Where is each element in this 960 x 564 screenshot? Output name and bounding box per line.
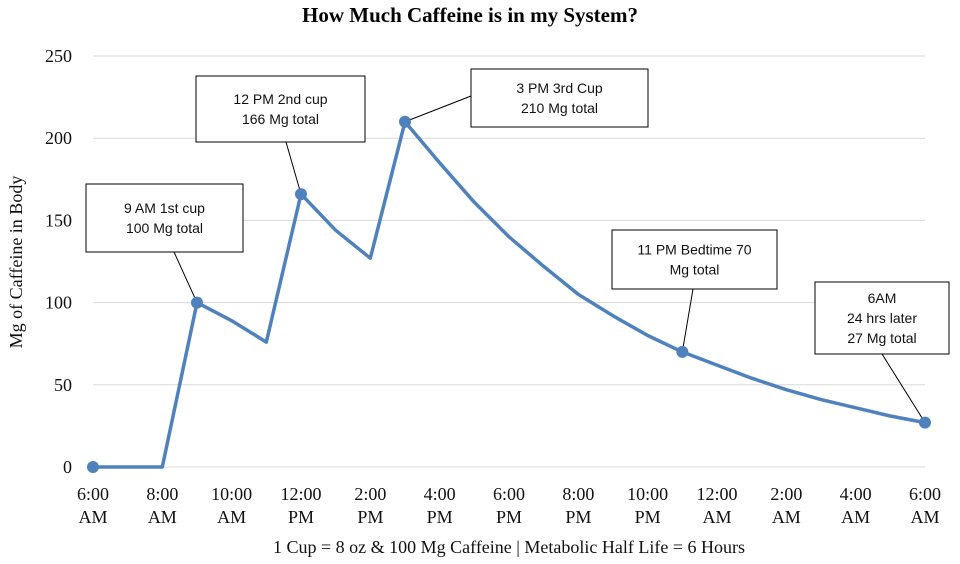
y-tick-label: 200 xyxy=(45,128,72,148)
annotation-text: 27 Mg total xyxy=(847,330,916,346)
x-tick-labels: 6:00 AM 8:00 AM 10:00 AM 12:00 PM 2:00 PM 4:00 PM 6:… xyxy=(77,484,941,527)
x-tick-label-line2: AM xyxy=(217,507,246,527)
annotation-leader-line xyxy=(404,95,472,123)
x-tick-label-line1: 6:00 xyxy=(909,484,941,504)
annotation-box-border xyxy=(195,75,366,143)
x-tick-label-line1: 6:00 xyxy=(493,484,525,504)
x-tick-label-line2: PM xyxy=(496,507,522,527)
annotation-text: 24 hrs later xyxy=(847,310,917,326)
annotation-box: 6AM 24 hrs later 27 Mg total xyxy=(814,281,950,355)
x-tick-label-line2: PM xyxy=(288,507,314,527)
annotation-box-border xyxy=(814,281,950,355)
annotation-text: 3 PM 3rd Cup xyxy=(516,80,603,96)
annotation-text: 9 AM 1st cup xyxy=(124,200,205,216)
x-tick-label-line2: PM xyxy=(565,507,591,527)
annotation-leaders xyxy=(173,95,926,423)
x-tick-label-line1: 2:00 xyxy=(354,484,386,504)
x-tick-label-line1: 4:00 xyxy=(424,484,456,504)
data-point-marker xyxy=(919,416,931,429)
annotation-leader-line xyxy=(881,353,926,423)
annotation-text: Mg total xyxy=(670,262,720,278)
annotation-leader-line xyxy=(173,251,198,303)
x-tick-label-line1: 10:00 xyxy=(627,484,668,504)
x-tick-label-line1: 6:00 xyxy=(77,484,109,504)
annotation-text: 11 PM Bedtime 70 xyxy=(637,242,751,258)
x-tick-label-line1: 12:00 xyxy=(696,484,737,504)
x-tick-label-line2: AM xyxy=(78,507,107,527)
data-point-marker xyxy=(676,345,689,358)
x-axis-label: 1 Cup = 8 oz & 100 Mg Caffeine | Metabol… xyxy=(273,537,745,557)
annotation-text: 100 Mg total xyxy=(126,220,203,236)
annotation-box-border xyxy=(470,68,649,128)
data-point-marker xyxy=(399,115,411,128)
y-tick-label: 50 xyxy=(54,375,72,395)
annotation-leader-line xyxy=(681,288,694,353)
annotation-text: 166 Mg total xyxy=(242,111,319,127)
data-point-marker xyxy=(87,461,99,473)
y-tick-label: 100 xyxy=(45,293,72,313)
x-tick-label-line1: 2:00 xyxy=(770,484,802,504)
x-tick-label-line1: 4:00 xyxy=(840,484,872,504)
data-point-marker xyxy=(191,296,203,309)
x-tick-label-line2: AM xyxy=(772,507,801,527)
annotation-boxes: 9 AM 1st cup 100 Mg total 12 PM 2nd cup 166… xyxy=(85,68,950,355)
x-tick-label-line2: AM xyxy=(910,507,939,527)
series-layer xyxy=(91,120,927,469)
x-tick-label-line1: 12:00 xyxy=(280,484,321,504)
annotation-box: 12 PM 2nd cup 166 Mg total xyxy=(195,75,366,143)
annotation-box: 9 AM 1st cup 100 Mg total xyxy=(85,183,244,253)
data-markers xyxy=(87,115,931,473)
annotation-box: 11 PM Bedtime 70 Mg total xyxy=(611,229,778,290)
annotation-text: 6AM xyxy=(868,290,897,306)
series-line-caffeine xyxy=(91,120,927,469)
y-axis-label: Mg of Caffeine in Body xyxy=(6,176,26,349)
y-tick-labels: 0 50 100 150 200 250 xyxy=(45,46,72,477)
x-tick-label-line2: AM xyxy=(148,507,177,527)
annotation-box: 3 PM 3rd Cup 210 Mg total xyxy=(470,68,649,128)
x-tick-label-line1: 10:00 xyxy=(211,484,252,504)
x-tick-label-line2: AM xyxy=(841,507,870,527)
x-tick-label-line1: 8:00 xyxy=(562,484,594,504)
annotation-text: 210 Mg total xyxy=(521,100,598,116)
annotation-leader-line xyxy=(285,141,302,195)
x-tick-label-line2: AM xyxy=(702,507,731,527)
x-tick-label-line2: PM xyxy=(635,507,661,527)
annotation-text: 12 PM 2nd cup xyxy=(233,91,327,107)
y-tick-label: 250 xyxy=(45,46,72,66)
data-point-marker xyxy=(295,188,307,201)
x-tick-label-line2: PM xyxy=(357,507,383,527)
annotation-box-border xyxy=(611,229,778,290)
y-tick-label: 150 xyxy=(45,210,72,230)
chart-title: How Much Caffeine is in my System? xyxy=(302,3,638,27)
x-tick-label-line1: 8:00 xyxy=(146,484,178,504)
x-tick-label-line2: PM xyxy=(427,507,453,527)
annotation-box-border xyxy=(85,183,244,253)
y-tick-label: 0 xyxy=(63,457,72,477)
